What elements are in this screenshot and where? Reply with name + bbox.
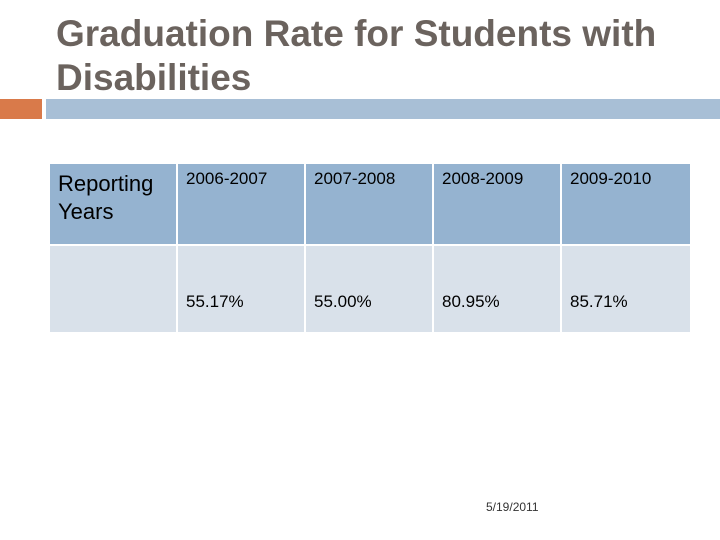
- rate-cell-2007-2008: 55.00%: [304, 244, 434, 334]
- accent-bar-orange: [0, 99, 42, 119]
- rate-cell-2009-2010: 85.71%: [560, 244, 692, 334]
- rate-value: 80.95%: [442, 292, 500, 311]
- year-header-2009-2010: 2009-2010: [560, 162, 692, 246]
- year-header-2007-2008: 2007-2008: [304, 162, 434, 246]
- rate-value: 55.00%: [314, 292, 372, 311]
- row-label-cell: [48, 244, 178, 334]
- row-label: [50, 246, 176, 292]
- rate-cell-2008-2009: 80.95%: [432, 244, 562, 334]
- year-header-2006-2007: 2006-2007: [176, 162, 306, 246]
- rate-cell-2006-2007: 55.17%: [176, 244, 306, 334]
- slide-date: 5/19/2011: [486, 500, 539, 514]
- accent-bar-blue: [46, 99, 720, 119]
- rate-value: 55.17%: [186, 292, 244, 311]
- table-header-row: Reporting Years 2006-2007 2007-2008 2008…: [48, 162, 692, 246]
- table-row: 55.17% 55.00% 80.95% 85.71%: [48, 244, 692, 334]
- rate-value: 85.71%: [570, 292, 628, 311]
- slide-title: Graduation Rate for Students with Disabi…: [56, 13, 657, 98]
- reporting-years-header: Reporting Years: [48, 162, 178, 246]
- graduation-rate-table: Reporting Years 2006-2007 2007-2008 2008…: [48, 162, 692, 334]
- year-header-2008-2009: 2008-2009: [432, 162, 562, 246]
